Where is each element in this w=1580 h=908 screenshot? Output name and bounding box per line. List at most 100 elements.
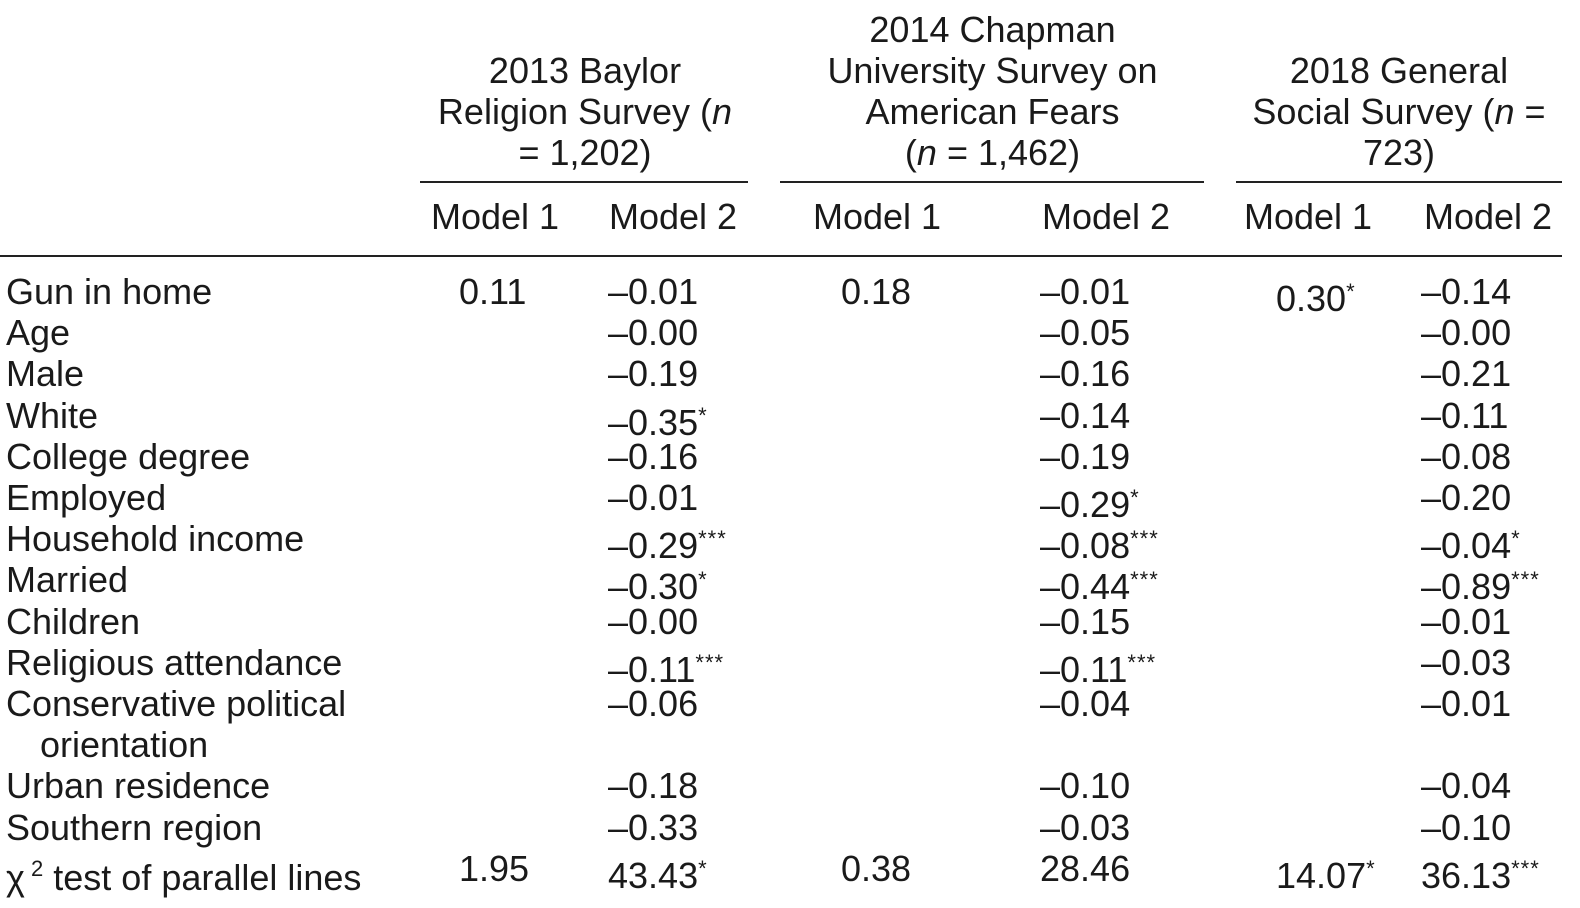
survey-header-rule	[420, 181, 748, 183]
survey-header-line: (n = 1,462)	[904, 132, 1081, 173]
table-cell: –0.19	[608, 353, 699, 395]
table-cell: –0.18	[608, 765, 699, 807]
survey-header-rule	[780, 181, 1204, 183]
row-label: College degree	[6, 435, 251, 477]
significance-marker: ***	[698, 526, 727, 552]
table-cell: 14.07*	[1276, 854, 1376, 896]
survey-header: 2013 Baylor Religion Survey (n = 1,202)	[420, 50, 750, 173]
significance-marker: ***	[1511, 567, 1540, 593]
table-cell: –0.03	[1421, 641, 1512, 683]
significance-marker: *	[698, 855, 708, 881]
table-cell: –0.44***	[1040, 566, 1159, 608]
survey-header-line: 723)	[1362, 132, 1436, 173]
row-label: Married	[6, 559, 129, 601]
table-cell: –0.11	[1421, 394, 1509, 436]
significance-marker: ***	[1130, 567, 1159, 593]
row-label: Gun in home	[6, 271, 213, 312]
survey-header-line: 2013 Baylor	[488, 50, 682, 91]
model-column-header: Model 1	[430, 196, 560, 237]
table-cell: –0.15	[1040, 600, 1131, 642]
table-cell: 0.30*	[1276, 278, 1356, 319]
survey-header-rule	[1236, 181, 1562, 183]
row-label: Religious attendance	[6, 641, 343, 683]
model-column-header: Model 2	[608, 196, 738, 237]
table-cell: –0.20	[1421, 477, 1512, 518]
survey-header-line: Religion Survey (n	[437, 91, 733, 132]
table-cell: –0.04	[1040, 683, 1131, 724]
survey-header-line: American Fears	[865, 91, 1120, 132]
significance-marker: ***	[1511, 855, 1540, 881]
row-label: White	[6, 394, 99, 436]
table-cell: –0.33	[608, 806, 699, 848]
table-cell: 36.13***	[1421, 854, 1540, 896]
row-label: Male	[6, 353, 85, 395]
table-cell: –0.19	[1040, 435, 1131, 477]
table-cell: 1.95	[459, 847, 530, 889]
row-label: Southern region	[6, 806, 263, 848]
table-cell: –0.01	[608, 477, 699, 518]
table-cell: –0.16	[608, 435, 699, 477]
table-cell: –0.11***	[608, 648, 725, 690]
table-cell: –0.16	[1040, 353, 1131, 395]
table-cell: –0.00	[1421, 312, 1512, 354]
table-cell: –0.10	[1421, 806, 1512, 848]
table-cell: –0.21	[1421, 353, 1512, 395]
table-cell: –0.30*	[608, 566, 708, 608]
table-cell: –0.89***	[1421, 566, 1540, 608]
survey-header-line: University Survey on	[827, 50, 1158, 91]
model-column-header: Model 1	[812, 196, 942, 237]
table-cell: –0.14	[1040, 394, 1131, 436]
row-label: χ 2 test of parallel lines	[6, 855, 362, 898]
model-column-header: Model 1	[1243, 196, 1373, 237]
table-cell: –0.10	[1040, 765, 1131, 807]
significance-marker: *	[698, 567, 708, 593]
table-cell: –0.01	[1421, 600, 1512, 642]
survey-header: 2014 Chapman University Survey on American…	[780, 9, 1205, 173]
row-label: Household income	[6, 518, 305, 560]
survey-header-line: Social Survey (n =	[1252, 91, 1546, 132]
significance-marker: *	[1366, 855, 1376, 881]
table-cell: –0.01	[608, 271, 699, 312]
row-label: Employed	[6, 477, 167, 518]
row-label: Age	[6, 312, 71, 354]
row-label: Conservative political	[6, 683, 347, 724]
model-column-header: Model 2	[1041, 196, 1171, 237]
table-cell: –0.29***	[608, 525, 727, 567]
table-cell: –0.11***	[1040, 648, 1157, 690]
table-cell: –0.35*	[608, 401, 708, 443]
significance-marker: ***	[695, 649, 725, 675]
model-column-header: Model 2	[1423, 196, 1553, 237]
table-cell: –0.01	[1040, 271, 1131, 312]
significance-marker: *	[1130, 485, 1140, 510]
header-bottom-rule	[0, 255, 1562, 257]
row-label-continuation: orientation	[40, 724, 209, 766]
survey-header: 2018 General Social Survey (n = 723)	[1236, 50, 1562, 173]
row-label: Children	[6, 600, 141, 642]
table-cell: 43.43*	[608, 854, 708, 896]
survey-header-line: 2014 Chapman	[869, 9, 1116, 50]
table-cell: –0.06	[608, 683, 699, 724]
table-cell: –0.03	[1040, 806, 1131, 848]
significance-marker: ***	[1127, 649, 1157, 675]
significance-marker: *	[698, 402, 708, 428]
row-label: Urban residence	[6, 765, 271, 807]
table-cell: 28.46	[1040, 847, 1131, 889]
table-cell: –0.29*	[1040, 484, 1140, 525]
table-cell: –0.14	[1421, 271, 1512, 312]
table-cell: –0.04*	[1421, 525, 1521, 567]
table-cell: 0.38	[841, 847, 912, 889]
table-cell: –0.08***	[1040, 525, 1159, 567]
table-cell: –0.01	[1421, 683, 1512, 724]
survey-header-line: = 1,202)	[518, 132, 652, 173]
significance-marker: ***	[1130, 526, 1159, 552]
significance-marker: *	[1511, 526, 1521, 552]
table-cell: –0.04	[1421, 765, 1512, 807]
table-cell: 0.11	[459, 271, 527, 312]
table-cell: –0.05	[1040, 312, 1131, 354]
table-cell: 0.18	[841, 271, 912, 312]
survey-header-line: 2018 General	[1289, 50, 1509, 91]
significance-marker: *	[1346, 279, 1356, 304]
table-cell: –0.00	[608, 600, 699, 642]
table-cell: –0.00	[608, 312, 699, 354]
table-cell: –0.08	[1421, 435, 1512, 477]
